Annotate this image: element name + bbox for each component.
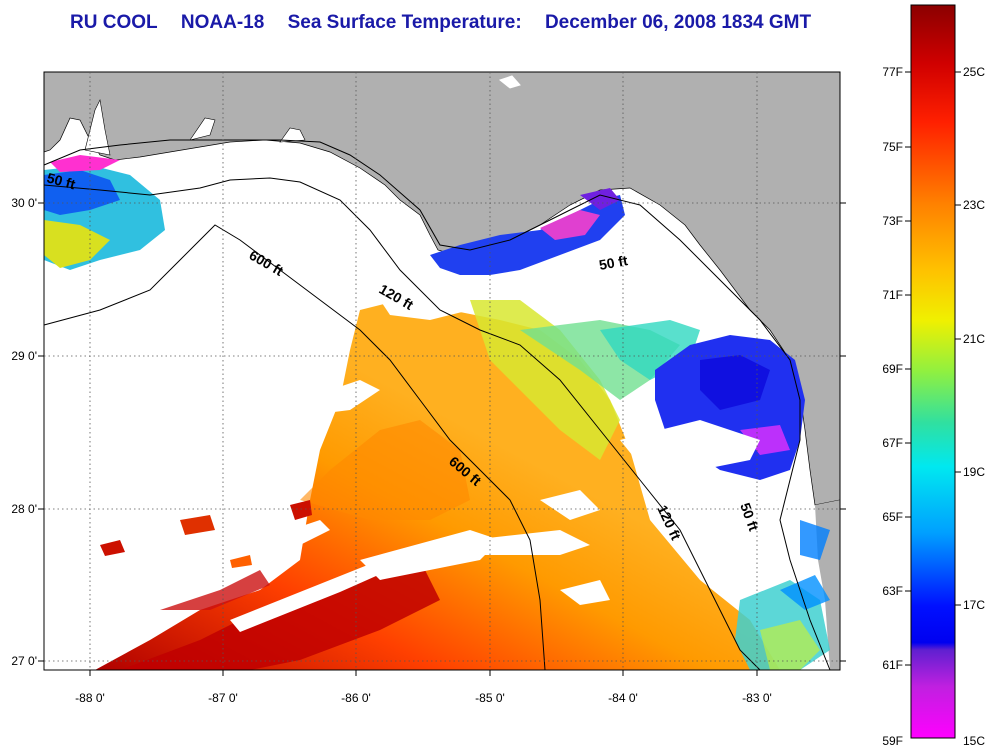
colorbar-c-label: 25C — [963, 65, 985, 79]
map-title: RU COOL NOAA-18 Sea Surface Temperature:… — [70, 12, 829, 34]
colorbar-c-label: 17C — [963, 598, 985, 612]
colorbar: 77F 75F 73F 71F 69F 67F 65F 63F 61F 59F … — [882, 4, 985, 748]
colorbar-f-label: 63F — [882, 584, 903, 598]
colorbar-gradient — [910, 4, 956, 739]
colorbar-f-label: 77F — [882, 65, 903, 79]
title-product: Sea Surface Temperature: — [287, 12, 522, 33]
lat-tick-label: 28 0' — [11, 502, 37, 516]
lon-tick-label: -86 0' — [341, 691, 371, 705]
latitude-labels: 30 0' 29 0' 28 0' 27 0' — [11, 196, 37, 668]
colorbar-f-label: 61F — [882, 658, 903, 672]
colorbar-fahrenheit-labels: 77F 75F 73F 71F 69F 67F 65F 63F 61F 59F — [882, 65, 903, 748]
colorbar-f-label: 65F — [882, 510, 903, 524]
map-border — [43, 71, 841, 671]
title-sensor: NOAA-18 — [180, 12, 265, 33]
title-datetime: December 06, 2008 1834 GMT — [544, 12, 812, 33]
colorbar-f-label: 69F — [882, 362, 903, 376]
colorbar-c-label: 23C — [963, 198, 985, 212]
lon-tick-label: -85 0' — [475, 691, 505, 705]
lon-tick-label: -83 0' — [742, 691, 772, 705]
graticule — [44, 72, 840, 670]
colorbar-f-label: 67F — [882, 436, 903, 450]
map-area — [44, 72, 840, 670]
lat-tick-label: 30 0' — [11, 196, 37, 210]
lat-tick-label: 29 0' — [11, 349, 37, 363]
colorbar-f-label: 71F — [882, 288, 903, 302]
colorbar-celsius-labels: 25C 23C 21C 19C 17C 15C — [963, 65, 985, 748]
contour-label-50ft-west: 50 ft — [45, 169, 77, 192]
colorbar-c-label: 19C — [963, 465, 985, 479]
contour-label-50ft-bigbend: 50 ft — [598, 252, 629, 273]
lat-tick-label: 27 0' — [11, 654, 37, 668]
lon-tick-label: -84 0' — [608, 691, 638, 705]
colorbar-f-label: 75F — [882, 140, 903, 154]
longitude-labels: -88 0' -87 0' -86 0' -85 0' -84 0' -83 0… — [75, 691, 772, 705]
lon-tick-label: -88 0' — [75, 691, 105, 705]
colorbar-f-label: 59F — [882, 734, 903, 748]
title-org: RU COOL — [70, 12, 158, 33]
bathymetry-contours — [43, 139, 831, 671]
lon-tick-label: -87 0' — [208, 691, 238, 705]
colorbar-c-label: 15C — [963, 734, 985, 748]
colorbar-c-label: 21C — [963, 332, 985, 346]
axis-ticks — [38, 202, 846, 676]
colorbar-f-label: 73F — [882, 214, 903, 228]
